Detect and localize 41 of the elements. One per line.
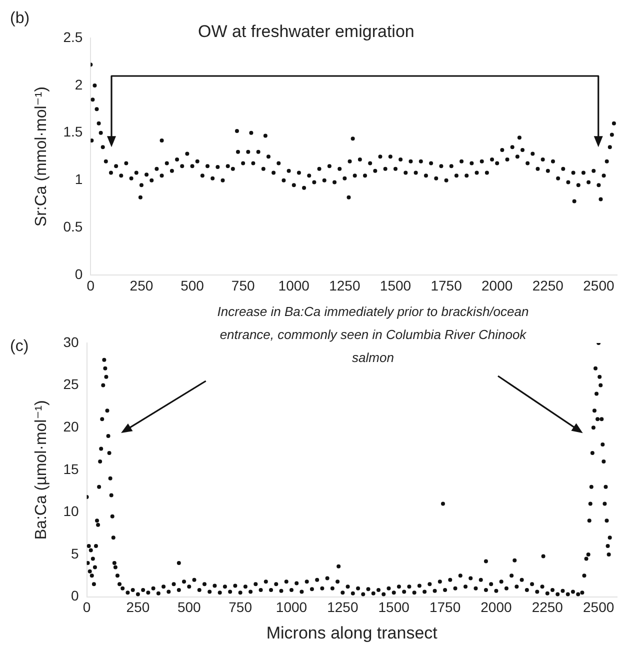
x-tick-label: 1500 xyxy=(380,277,412,294)
x-tick-label: 1250 xyxy=(327,599,358,616)
x-tick-label: 750 xyxy=(228,599,252,616)
y-tick-label: 0 xyxy=(74,266,83,282)
annotation: Increase in Ba:Ca immediately prior to brackish/ocean entrance, commonly seen in Columbia River Chinook salmon xyxy=(216,303,530,367)
y-tick-label: 2 xyxy=(74,76,83,92)
x-axis-title: Microns along transect xyxy=(266,623,438,642)
x-tick-label: 500 xyxy=(180,277,204,294)
x-tick-label: 2000 xyxy=(480,599,512,616)
y-tick-label: 15 xyxy=(63,460,79,477)
x-tick-label: 250 xyxy=(126,599,150,616)
y-tick-label: 1.5 xyxy=(63,124,83,140)
y-tick-label: 30 xyxy=(63,334,79,350)
y-tick-label: 20 xyxy=(63,418,79,434)
y-axis-title: Ba:Ca (µmol·mol⁻¹) xyxy=(33,400,50,540)
text: (b) xyxy=(10,10,30,28)
y-tick-label: 2.5 xyxy=(63,28,83,45)
x-tick-label: 2250 xyxy=(532,599,564,616)
x-tick-label: 1750 xyxy=(430,277,462,294)
y-tick-label: 25 xyxy=(63,376,79,392)
y-tick-label: 5 xyxy=(70,545,79,562)
x-tick-label: 1750 xyxy=(429,599,461,616)
x-tick-label: 2500 xyxy=(583,277,614,294)
y-tick-label: 0 xyxy=(70,588,79,604)
x-tick-label: 2500 xyxy=(582,599,614,616)
x-tick-label: 2000 xyxy=(482,277,513,294)
x-tick-label: 500 xyxy=(177,599,202,616)
x-tick-label: 250 xyxy=(130,277,154,294)
text: (c) xyxy=(10,338,29,356)
x-tick-label: 1000 xyxy=(276,599,308,616)
y-tick-label: 1 xyxy=(74,171,83,188)
x-tick-label: 1000 xyxy=(278,277,310,294)
x-tick-label: 2250 xyxy=(532,277,564,294)
x-tick-label: 750 xyxy=(231,277,255,294)
annotation: OW at freshwater emigration xyxy=(198,22,414,42)
x-tick-label: 1500 xyxy=(378,599,410,616)
x-tick-label: 1250 xyxy=(329,277,360,294)
y-axis-title: Sr:Ca (mmol·mol⁻¹) xyxy=(33,86,50,227)
y-tick-label: 10 xyxy=(63,503,79,520)
y-tick-label: 0.5 xyxy=(63,218,83,235)
x-tick-label: 0 xyxy=(86,277,95,294)
